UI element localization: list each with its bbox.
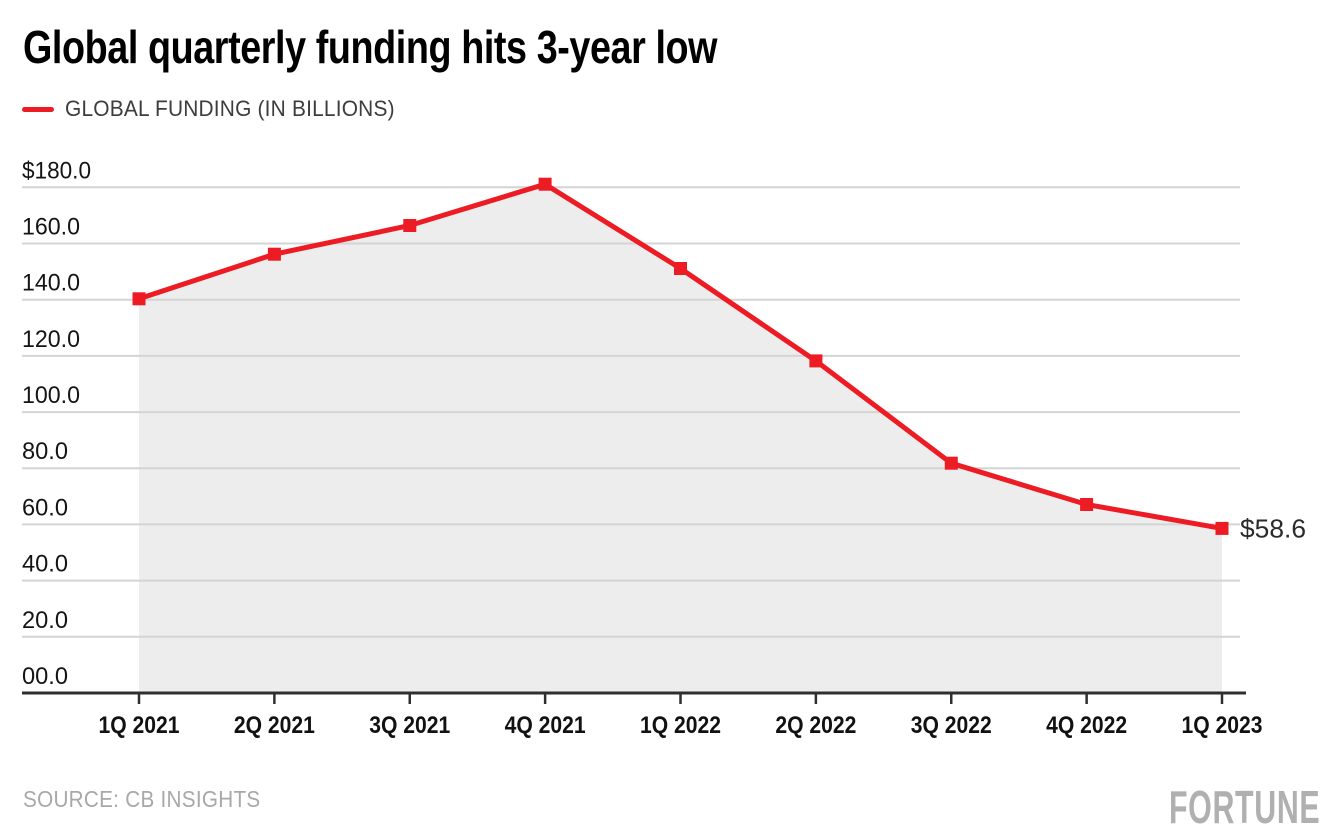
x-tick-label: 1Q 2021: [99, 712, 180, 739]
data-point-marker: [403, 219, 417, 232]
y-tick-label: 00.0: [22, 663, 68, 690]
y-tick-label: 40.0: [22, 551, 68, 578]
legend-line-swatch: [22, 106, 54, 112]
data-point-marker: [809, 354, 823, 368]
y-tick-label: 120.0: [22, 326, 80, 353]
chart-title: Global quarterly funding hits 3-year low: [23, 21, 718, 73]
x-tick-label: 4Q 2021: [505, 712, 586, 739]
y-tick-label: 60.0: [22, 494, 68, 521]
data-point-marker: [267, 247, 281, 261]
x-tick-label: 1Q 2023: [1182, 712, 1263, 739]
legend: GLOBAL FUNDING (IN BILLIONS): [22, 96, 412, 122]
x-tick-label: 3Q 2022: [911, 712, 992, 739]
source-note: SOURCE: CB INSIGHTS: [23, 786, 261, 812]
y-tick-label: 20.0: [22, 607, 68, 634]
y-tick-label: 140.0: [22, 270, 80, 297]
area-fill: [139, 184, 1222, 693]
x-tick-label: 2Q 2022: [775, 712, 856, 739]
data-point-marker: [1215, 521, 1229, 535]
end-value-label: $58.6: [1240, 513, 1306, 543]
data-point-marker: [944, 456, 958, 470]
data-point-marker: [1080, 498, 1094, 511]
x-tick-label: 2Q 2021: [234, 712, 315, 739]
data-point-marker: [132, 292, 146, 306]
fortune-logo: FORTUNE: [1168, 781, 1320, 833]
y-tick-label: $180.0: [22, 157, 91, 184]
data-point-marker: [674, 262, 687, 275]
x-tick-label: 3Q 2021: [369, 712, 450, 739]
data-point-marker: [538, 177, 552, 191]
y-tick-label: 80.0: [22, 438, 68, 465]
y-tick-label: 100.0: [22, 382, 80, 409]
legend-label: GLOBAL FUNDING (IN BILLIONS): [65, 96, 395, 121]
y-tick-label: 160.0: [22, 214, 80, 241]
x-tick-label: 4Q 2022: [1046, 712, 1127, 739]
x-tick-label: 1Q 2022: [640, 712, 721, 739]
